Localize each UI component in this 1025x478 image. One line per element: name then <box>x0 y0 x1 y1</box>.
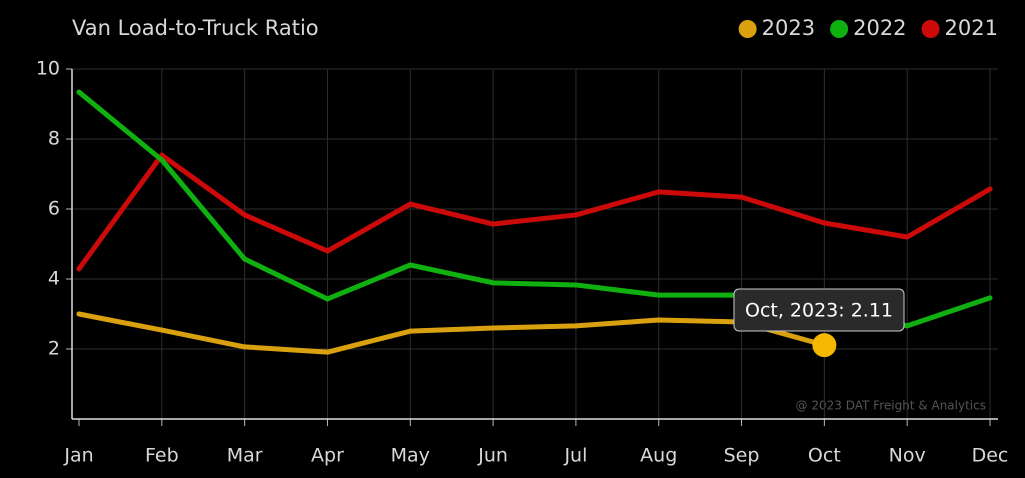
tooltip-text: Oct, 2023: 2.11 <box>745 300 893 322</box>
point <box>821 220 827 226</box>
point <box>490 280 496 286</box>
point <box>242 256 248 262</box>
legend-swatch <box>830 20 849 38</box>
series-line <box>76 311 827 355</box>
series-line <box>76 152 993 272</box>
y-tick-label: 10 <box>36 58 60 80</box>
point <box>490 325 496 331</box>
x-tick-label: Apr <box>311 445 344 467</box>
x-tick-label: Feb <box>145 445 179 467</box>
y-tick-label: 4 <box>48 268 60 290</box>
x-tick-label: Jan <box>63 445 93 467</box>
point <box>573 212 579 218</box>
point <box>407 262 413 268</box>
y-tick-label: 8 <box>48 128 60 150</box>
x-tick-label: Nov <box>889 445 926 467</box>
highlight-point <box>812 333 837 358</box>
point <box>656 189 662 195</box>
x-tick-label: Jun <box>477 445 508 467</box>
x-tick-label: Oct <box>808 445 841 467</box>
point <box>573 323 579 329</box>
legend-label: 2023 <box>762 16 815 40</box>
point <box>656 317 662 323</box>
point <box>407 201 413 207</box>
point <box>987 186 993 192</box>
x-tick-label: Jul <box>563 445 587 467</box>
point <box>76 266 82 272</box>
legend-swatch <box>921 20 940 38</box>
point <box>76 311 82 317</box>
point <box>159 327 165 333</box>
point <box>573 282 579 288</box>
point <box>324 296 330 302</box>
point <box>904 234 910 240</box>
point <box>242 212 248 218</box>
point <box>656 292 662 298</box>
point <box>242 344 248 350</box>
x-tick-label: Mar <box>227 445 263 467</box>
legend-swatch <box>738 20 757 38</box>
tooltip-box <box>733 288 905 332</box>
x-tick-label: May <box>391 445 430 467</box>
legend-label: 2021 <box>945 16 998 40</box>
point <box>407 328 413 334</box>
point <box>76 89 82 95</box>
point <box>904 323 910 329</box>
x-tick-label: Dec <box>972 445 1009 467</box>
watermark: @ 2023 DAT Freight & Analytics <box>796 399 986 413</box>
x-tick-label: Aug <box>640 445 677 467</box>
point <box>324 248 330 254</box>
point <box>739 194 745 200</box>
point <box>159 157 165 163</box>
point <box>987 295 993 301</box>
point <box>324 349 330 355</box>
x-tick-label: Sep <box>724 445 760 467</box>
legend-label: 2022 <box>853 16 906 40</box>
y-tick-label: 2 <box>48 338 60 360</box>
point <box>490 221 496 227</box>
chart-title: Van Load-to-Truck Ratio <box>72 16 319 40</box>
y-tick-label: 6 <box>48 198 60 220</box>
